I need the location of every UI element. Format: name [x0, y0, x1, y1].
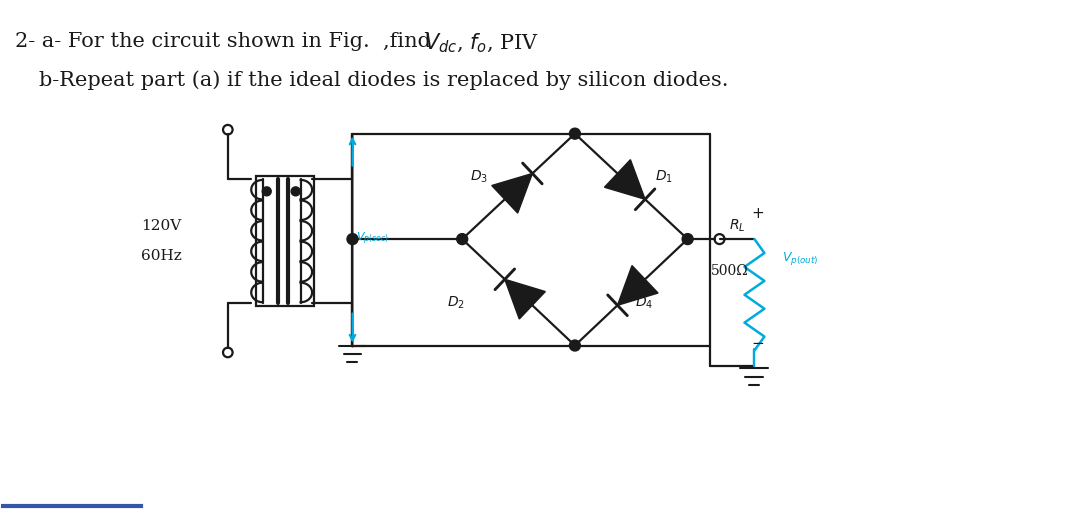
Circle shape	[292, 187, 300, 196]
Text: −: −	[751, 336, 764, 351]
Text: $D_2$: $D_2$	[447, 294, 465, 311]
Text: b-Repeat part (a) if the ideal diodes is replaced by silicon diodes.: b-Repeat part (a) if the ideal diodes is…	[39, 70, 729, 90]
Text: 120V: 120V	[140, 219, 181, 233]
Text: $D_3$: $D_3$	[470, 168, 488, 184]
Circle shape	[347, 234, 357, 245]
Text: 60Hz: 60Hz	[140, 249, 181, 263]
Text: 500Ω: 500Ω	[711, 264, 748, 278]
Polygon shape	[618, 266, 658, 305]
Text: $V_{p(out)}$: $V_{p(out)}$	[782, 250, 819, 267]
Polygon shape	[605, 159, 645, 199]
Text: $V_{p(sec)}$: $V_{p(sec)}$	[356, 231, 390, 247]
Text: $D_1$: $D_1$	[654, 168, 673, 184]
Circle shape	[683, 234, 693, 245]
Circle shape	[569, 128, 580, 139]
Text: $V_{dc}$, $f_o$, PIV: $V_{dc}$, $f_o$, PIV	[424, 32, 540, 55]
Bar	[256, 176, 313, 306]
Circle shape	[569, 340, 580, 351]
Text: $D_4$: $D_4$	[635, 294, 653, 311]
Circle shape	[457, 234, 468, 245]
Polygon shape	[491, 173, 532, 213]
Text: 2- a- For the circuit shown in Fig.  ,find: 2- a- For the circuit shown in Fig. ,fin…	[15, 32, 437, 51]
Text: $R_L$: $R_L$	[729, 218, 745, 235]
Circle shape	[262, 187, 271, 196]
Text: +: +	[751, 206, 764, 221]
Polygon shape	[504, 280, 545, 319]
